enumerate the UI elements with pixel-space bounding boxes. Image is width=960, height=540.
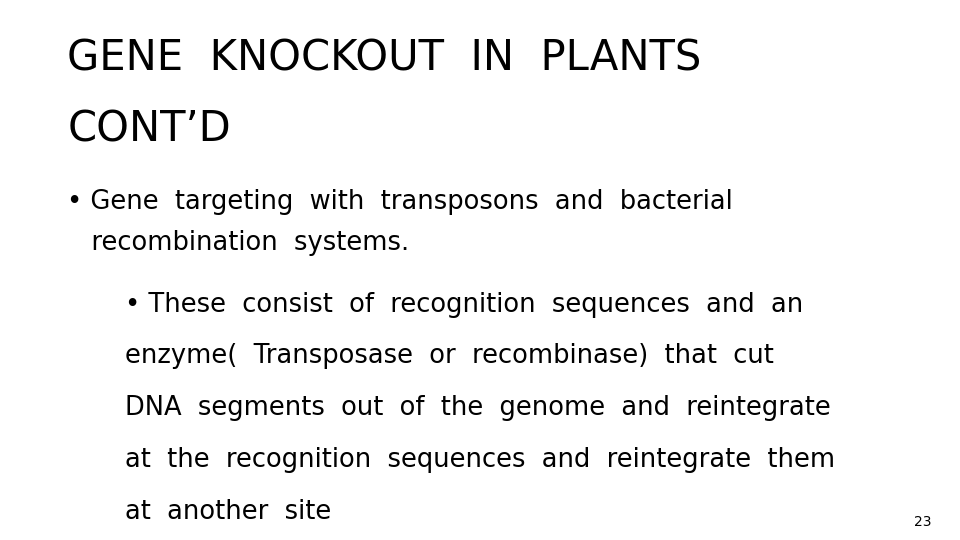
Text: DNA  segments  out  of  the  genome  and  reintegrate: DNA segments out of the genome and reint… [125,395,830,421]
Text: enzyme(  Transposase  or  recombinase)  that  cut: enzyme( Transposase or recombinase) that… [125,343,774,369]
Text: at  another  site: at another site [125,499,331,525]
Text: at  the  recognition  sequences  and  reintegrate  them: at the recognition sequences and reinteg… [125,447,835,473]
Text: CONT’D: CONT’D [67,108,231,150]
Text: 23: 23 [914,515,931,529]
Text: • These  consist  of  recognition  sequences  and  an: • These consist of recognition sequences… [125,292,804,318]
Text: GENE  KNOCKOUT  IN  PLANTS: GENE KNOCKOUT IN PLANTS [67,38,702,80]
Text: • Gene  targeting  with  transposons  and  bacterial: • Gene targeting with transposons and ba… [67,189,732,215]
Text: recombination  systems.: recombination systems. [67,230,409,255]
